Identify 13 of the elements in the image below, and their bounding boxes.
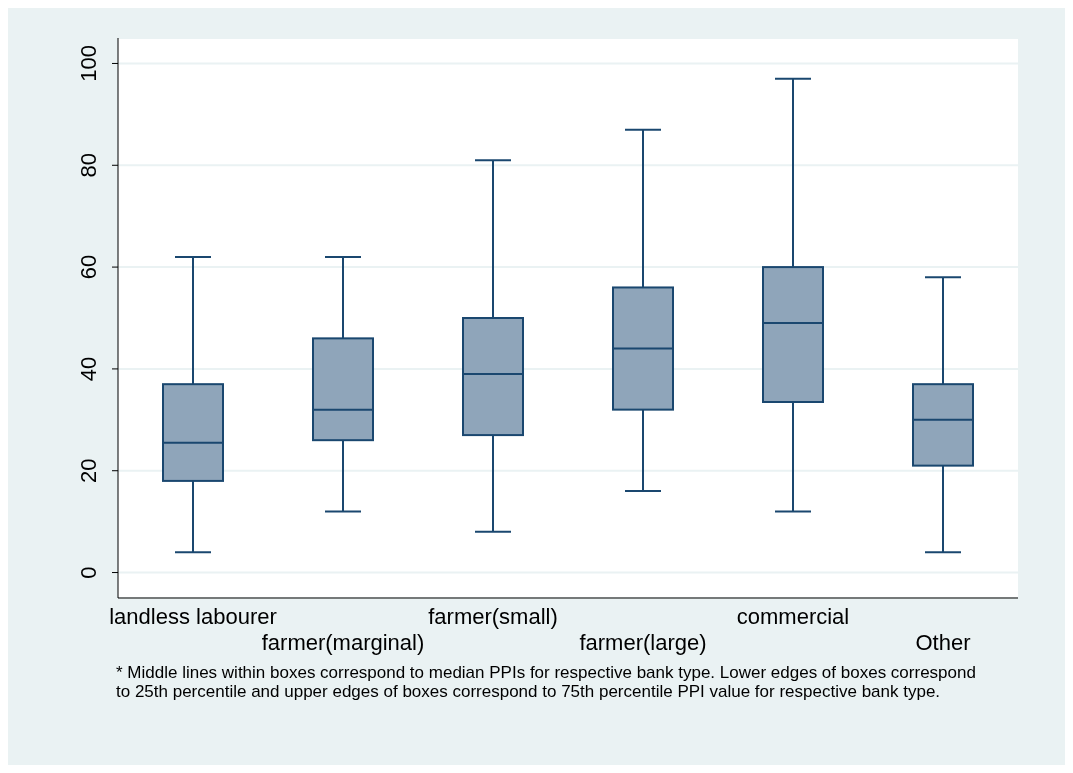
x-tick-label: farmer(small): [428, 604, 558, 629]
y-tick-label: 100: [76, 45, 101, 82]
y-tick-label: 40: [76, 356, 101, 382]
y-tick-label: 0: [76, 566, 101, 579]
text: * Middle lines within boxes correspond to median PPIs for respective bank type. Lower edges of boxes correspond to 25th percentile and upper edges of boxes correspond to 75th percentile PPI value for respective bank type.: [116, 663, 976, 701]
y-tick-label: 20: [76, 458, 101, 483]
x-tick-label: landless labourer: [109, 604, 277, 629]
x-tick-label: farmer(marginal): [261, 630, 425, 655]
y-tick-label: 60: [76, 254, 101, 280]
y-tick-label: 80: [76, 153, 101, 178]
x-tick-label: Other: [915, 630, 971, 655]
x-tick-label: commercial: [736, 604, 850, 629]
x-tick-label: farmer(large): [579, 630, 707, 655]
